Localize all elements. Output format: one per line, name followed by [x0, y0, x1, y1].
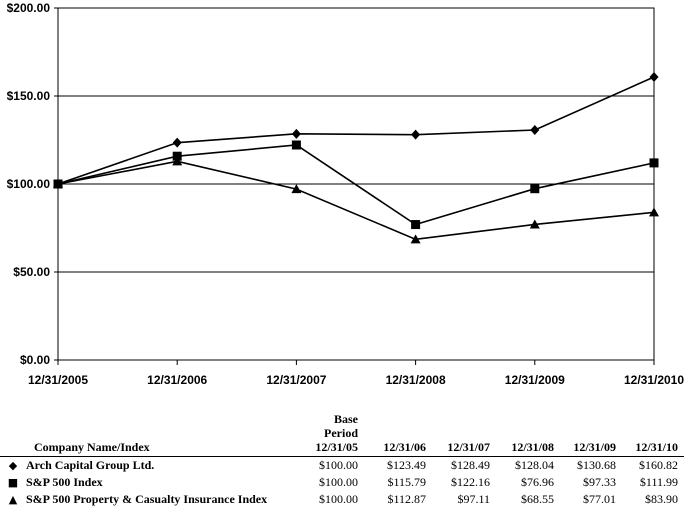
triangle-marker-icon: ▲ — [8, 493, 18, 506]
table-row: ■ S&P 500 Index $100.00 $115.79 $122.16 $… — [0, 474, 684, 491]
series-line — [57, 76, 655, 185]
table-cell: $100.00 — [319, 492, 358, 506]
data-point-diamond — [649, 71, 659, 82]
data-point-diamond — [411, 129, 421, 140]
x-tick-label: 12/31/2009 — [505, 373, 565, 387]
table-cell: $160.82 — [639, 458, 678, 472]
x-tick-label: 12/31/2010 — [624, 373, 684, 387]
x-tick-label: 12/31/2006 — [147, 373, 207, 387]
square-marker-icon: ■ — [7, 476, 19, 489]
table-cell: $111.99 — [639, 475, 678, 489]
table-cell: $128.04 — [515, 458, 554, 472]
data-point-square — [172, 151, 182, 161]
data-point-diamond — [291, 128, 301, 139]
row-name: Arch Capital Group Ltd. — [26, 458, 155, 472]
row-name: S&P 500 Index — [26, 475, 103, 489]
table-cell: $77.01 — [583, 492, 616, 506]
data-point-diamond — [530, 125, 540, 136]
table-cell: $97.33 — [583, 475, 616, 489]
y-tick-label: $150.00 — [7, 89, 51, 103]
y-tick-label: $200.00 — [7, 1, 51, 15]
table-row: ◆ Arch Capital Group Ltd. $100.00 $123.49… — [0, 457, 684, 475]
table-cell: $68.55 — [521, 492, 554, 506]
series-line — [57, 160, 655, 241]
data-point-triangle — [649, 207, 659, 217]
diamond-marker-icon: ◆ — [8, 459, 18, 472]
row-name: S&P 500 Property & Casualty Insurance In… — [26, 492, 268, 506]
series-group — [53, 71, 659, 244]
name-column-header: Company Name/Index — [0, 440, 302, 457]
data-point-triangle — [53, 179, 63, 188]
table-cell: $130.68 — [577, 458, 616, 472]
base-header-line2: Period — [324, 426, 358, 440]
table-cell: $112.87 — [387, 492, 426, 506]
data-point-triangle — [291, 184, 302, 194]
x-axis-ticks: 12/31/2005 12/31/2006 12/31/2007 12/31/2008… — [28, 360, 684, 387]
data-point-square — [291, 140, 301, 150]
column-header: 12/31/08 — [496, 440, 560, 457]
table-cell: $83.90 — [645, 492, 678, 506]
performance-line-chart: $0.00 $50.00 $100.00 $150.00 $200.00 12/31/2… — [7, 1, 684, 387]
table-cell: $76.96 — [521, 475, 554, 489]
data-point-triangle — [410, 234, 421, 244]
y-axis-ticks: $0.00 $50.00 $100.00 $150.00 $200.00 — [7, 1, 58, 367]
data-point-square — [649, 158, 659, 168]
base-header-line1: Base — [334, 412, 358, 426]
table-cell: $128.49 — [451, 458, 490, 472]
table-cell: $115.79 — [387, 475, 426, 489]
table-cell: $100.00 — [319, 475, 358, 489]
data-point-square — [530, 184, 540, 194]
x-tick-label: 12/31/2008 — [386, 373, 446, 387]
y-tick-label: $50.00 — [13, 265, 50, 279]
table-cell: $122.16 — [451, 475, 490, 489]
column-header: 12/31/09 — [560, 440, 622, 457]
column-header: 12/31/07 — [432, 440, 496, 457]
y-tick-label: $0.00 — [20, 353, 50, 367]
performance-table: Base Period Company Name/Index 12/31/05 … — [0, 412, 684, 508]
column-header: 12/31/05 — [302, 440, 364, 457]
data-point-diamond — [172, 137, 182, 148]
data-point-triangle — [172, 156, 183, 166]
column-header: 12/31/06 — [364, 440, 432, 457]
table-row: ▲ S&P 500 Property & Casualty Insurance I… — [0, 491, 684, 508]
y-tick-label: $100.00 — [7, 177, 51, 191]
series-line — [57, 144, 655, 226]
column-header: 12/31/10 — [622, 440, 684, 457]
x-tick-label: 12/31/2007 — [266, 373, 326, 387]
table-cell: $100.00 — [319, 458, 358, 472]
table-cell: $97.11 — [457, 492, 490, 506]
x-tick-label: 12/31/2005 — [28, 373, 88, 387]
data-point-square — [411, 220, 421, 230]
table-cell: $123.49 — [387, 458, 426, 472]
data-point-triangle — [529, 219, 540, 229]
